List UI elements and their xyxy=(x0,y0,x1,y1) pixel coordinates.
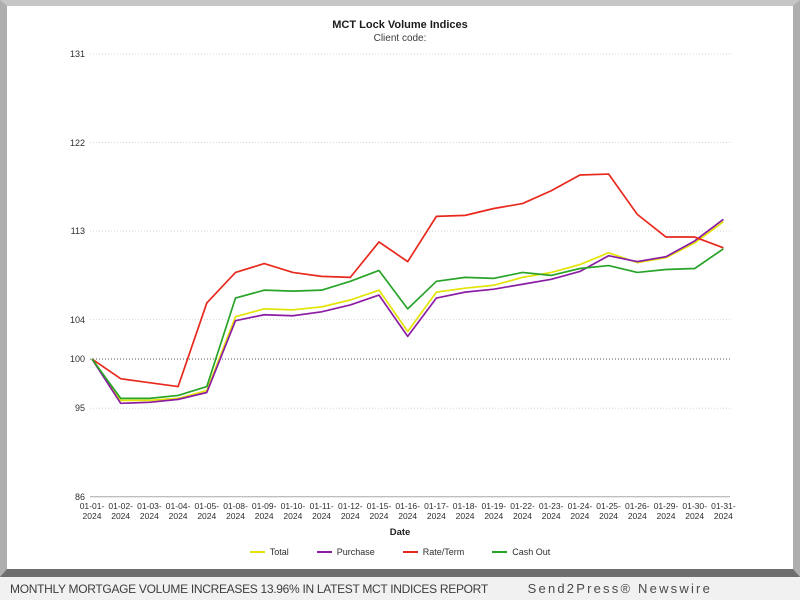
series-line-purchase xyxy=(91,218,724,405)
legend-item-purchase: Purchase xyxy=(316,547,375,557)
chart-subtitle: Client code: xyxy=(373,33,427,44)
x-tick-label: 01-01- 2024 xyxy=(79,501,105,521)
legend-label: Cash Out xyxy=(512,547,551,557)
legend-item-rate-term: Rate/Term xyxy=(402,547,465,557)
legend-label: Rate/Term xyxy=(422,547,465,557)
x-tick-label: 01-09- 2024 xyxy=(251,501,277,521)
series-line-cash-out xyxy=(91,248,724,400)
y-tick-label: 122 xyxy=(69,137,85,148)
x-tick-label: 01-10- 2024 xyxy=(280,501,306,521)
x-tick-label: 01-22- 2024 xyxy=(510,501,535,521)
headline-text: MONTHLY MORTGAGE VOLUME INCREASES 13.96%… xyxy=(10,581,488,596)
x-tick-label: 01-08- 2024 xyxy=(223,501,248,521)
legend-label: Total xyxy=(269,547,289,557)
legend-swatch xyxy=(492,551,508,553)
newswire-brand: Send2Press® Newswire xyxy=(527,581,712,596)
x-tick-label: 01-18- 2024 xyxy=(452,501,478,521)
chart-image-frame: MCT Lock Volume Indices Client code: 131… xyxy=(0,0,800,577)
series-line-rate-term xyxy=(91,173,724,388)
y-tick-label: 131 xyxy=(69,49,85,59)
x-tick-label: 01-17- 2024 xyxy=(424,501,449,521)
chart-title: MCT Lock Volume Indices xyxy=(332,19,468,31)
x-tick-label: 01-11- 2024 xyxy=(309,501,334,521)
x-tick-label: 01-24- 2024 xyxy=(567,501,593,521)
x-tick-label: 01-12- 2024 xyxy=(338,501,363,521)
x-tick-label: 01-29- 2024 xyxy=(653,501,679,521)
legend-swatch xyxy=(316,551,332,553)
caption-bar: MONTHLY MORTGAGE VOLUME INCREASES 13.96%… xyxy=(0,577,800,600)
x-tick-label: 01-02- 2024 xyxy=(108,501,133,521)
y-tick-label: 86 xyxy=(74,491,85,502)
x-axis-title: Date xyxy=(389,527,411,538)
legend-swatch xyxy=(402,551,418,553)
x-tick-label: 01-31- 2024 xyxy=(711,501,736,521)
x-tick-label: 01-16- 2024 xyxy=(395,501,420,521)
y-tick-label: 113 xyxy=(70,226,85,237)
x-tick-label: 01-04- 2024 xyxy=(165,501,191,521)
x-tick-label: 01-23- 2024 xyxy=(538,501,564,521)
y-tick-label: 95 xyxy=(74,403,85,414)
legend-item-cash-out: Cash Out xyxy=(492,547,550,557)
x-tick-label: 01-03- 2024 xyxy=(137,501,162,521)
legend-swatch xyxy=(249,551,265,553)
x-tick-label: 01-30- 2024 xyxy=(682,501,707,521)
x-tick-label: 01-25- 2024 xyxy=(596,501,621,521)
series-line-total xyxy=(91,220,724,402)
legend-label: Purchase xyxy=(336,547,375,557)
x-tick-label: 01-15- 2024 xyxy=(366,501,392,521)
chart-plot xyxy=(90,53,730,498)
chart-legend: Total Purchase Rate/Term Cash Out xyxy=(7,547,793,557)
x-tick-label: 01-05- 2024 xyxy=(194,501,220,521)
y-tick-label: 100 xyxy=(69,354,85,365)
x-tick-label: 01-26- 2024 xyxy=(625,501,650,521)
x-tick-label: 01-19- 2024 xyxy=(481,501,507,521)
legend-item-total: Total xyxy=(249,547,289,557)
y-tick-label: 104 xyxy=(69,314,85,325)
